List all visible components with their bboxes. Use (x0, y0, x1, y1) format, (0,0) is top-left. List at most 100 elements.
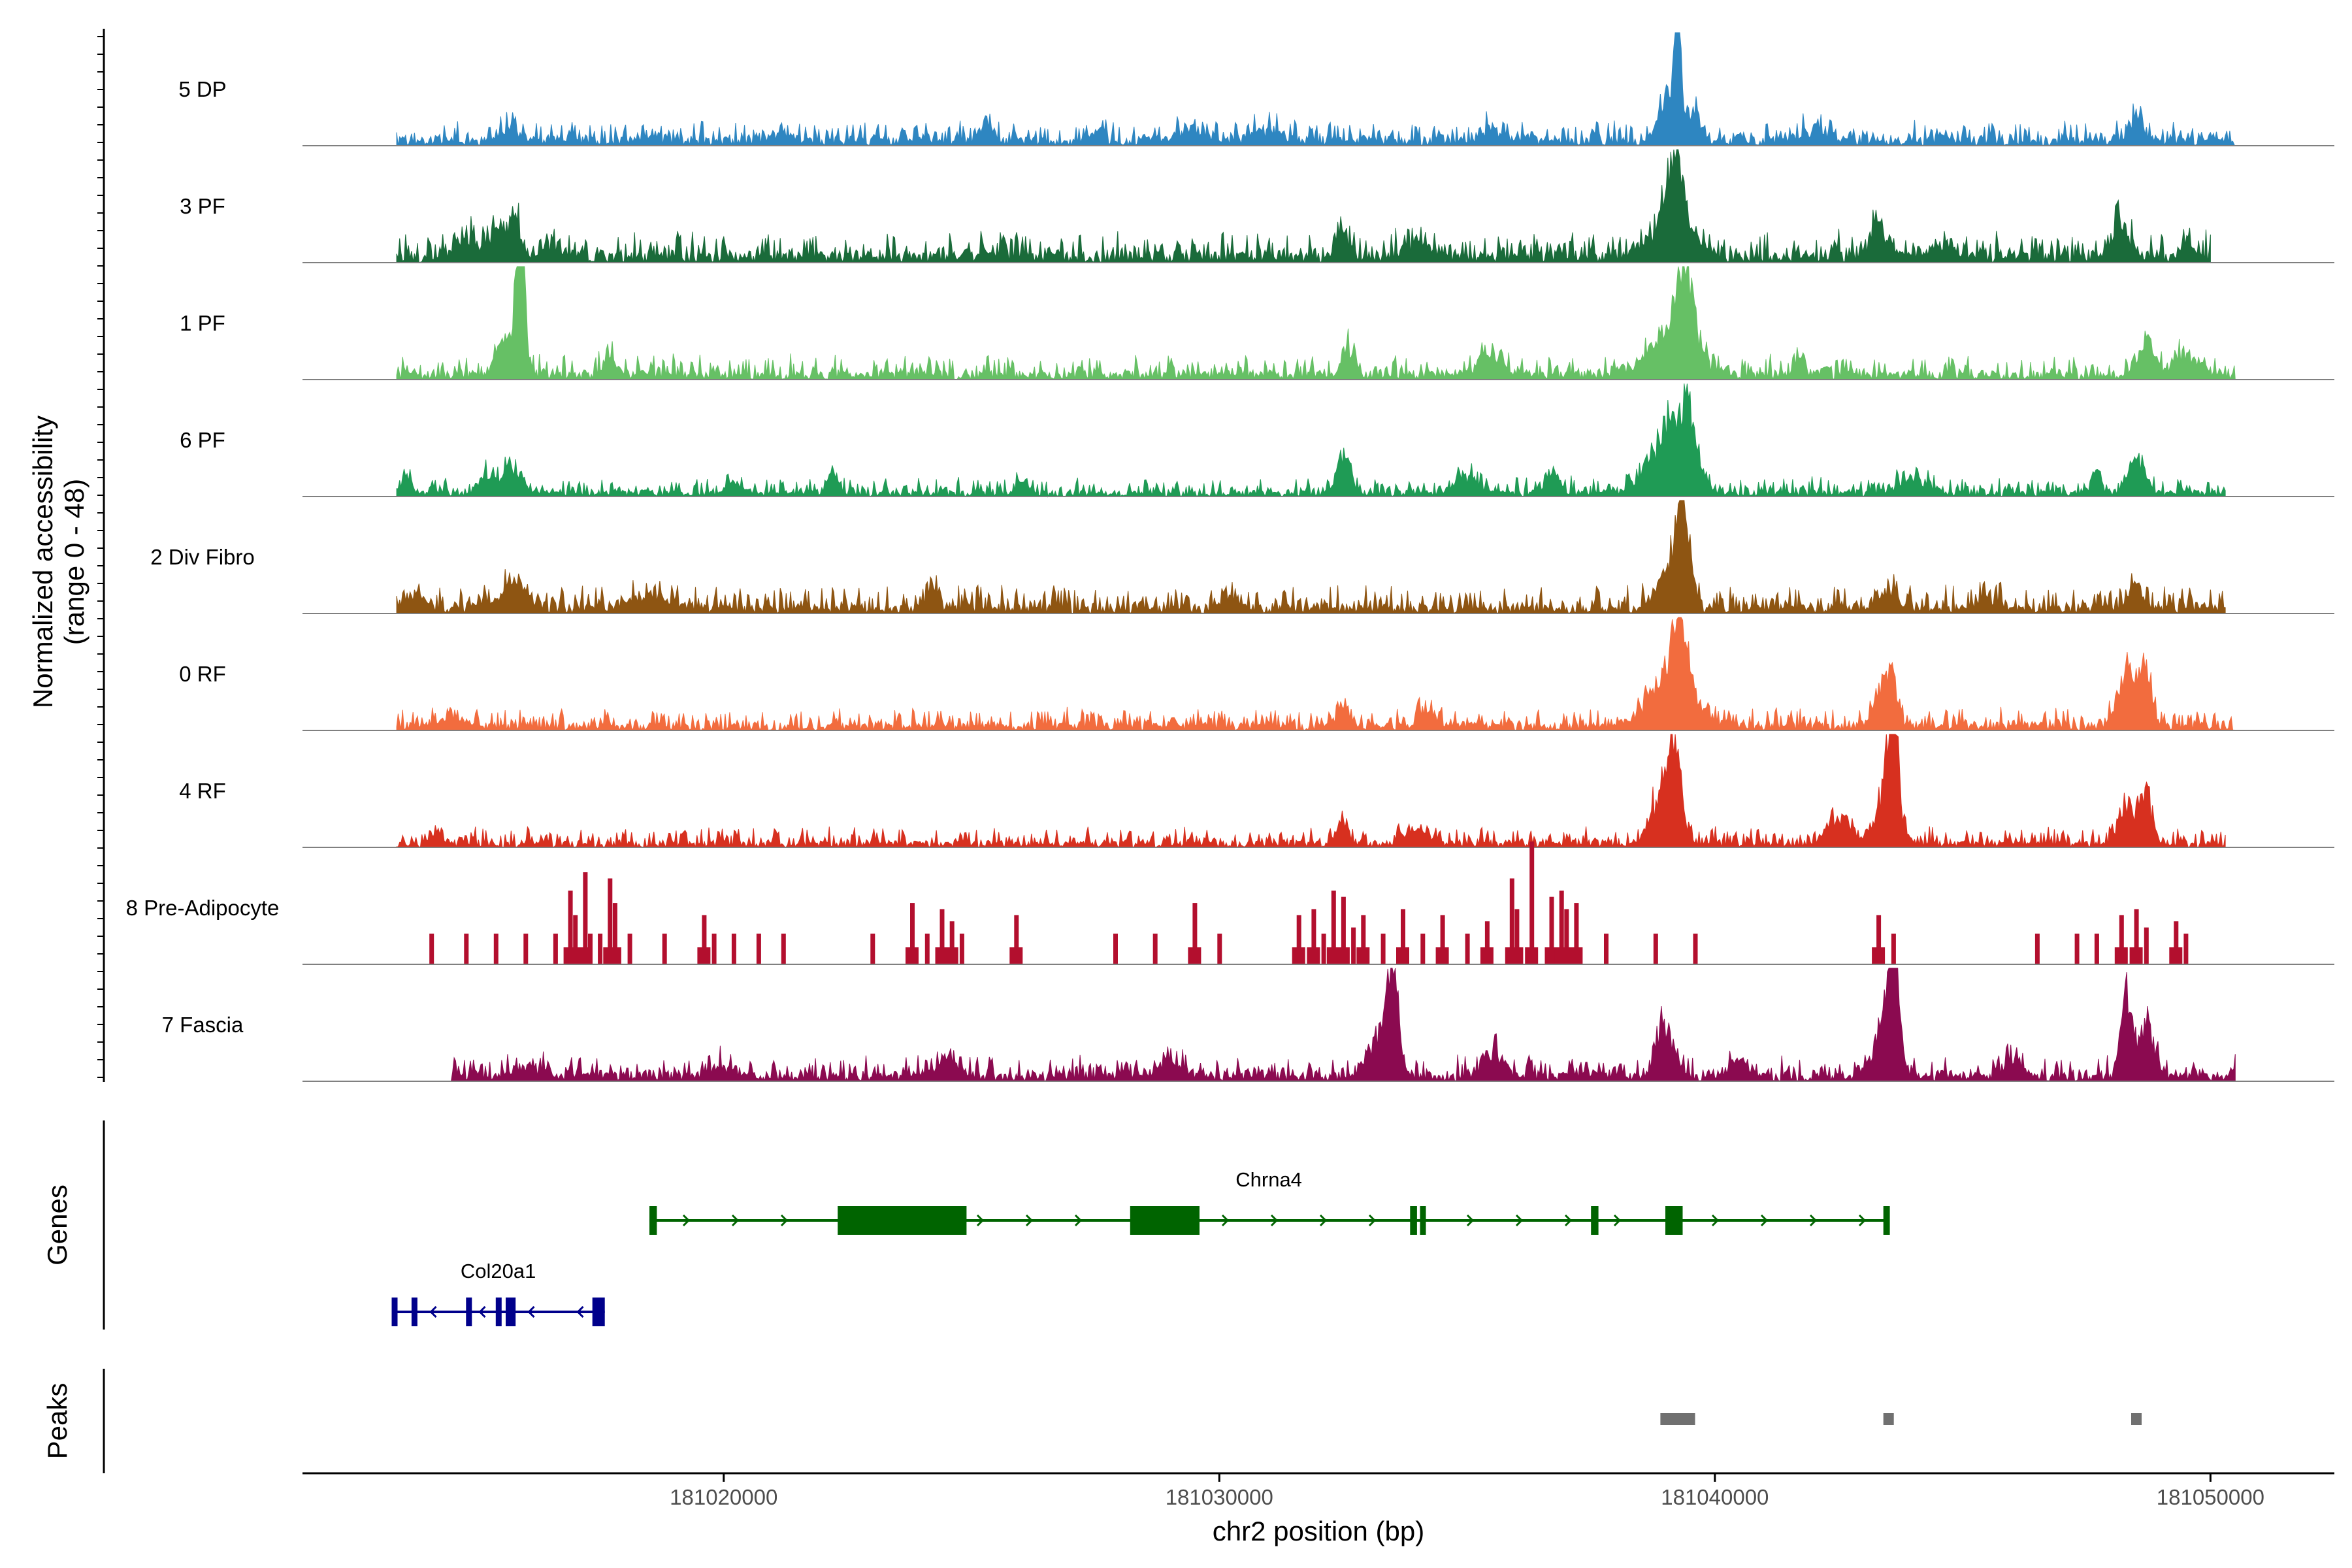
coverage-spike (910, 903, 915, 964)
coverage-spike-base (935, 947, 949, 964)
coverage-area (396, 266, 2236, 381)
gene-exon (592, 1298, 605, 1326)
track-label: 8 Pre-Adipocyte (126, 896, 280, 920)
coverage-spike (2094, 934, 2099, 964)
coverage-spike-base (1307, 947, 1320, 964)
coverage-area (396, 734, 2226, 849)
coverage-area (396, 383, 2226, 498)
x-axis: 181020000 181030000 181040000 181050000 chr… (302, 1472, 2334, 1546)
strand-arrow (1809, 1214, 1818, 1227)
strand-arrow (1515, 1214, 1524, 1227)
coverage-spike (924, 934, 930, 964)
coverage-spike (1296, 915, 1301, 964)
coverage-y-minor-ticks (97, 36, 104, 1078)
track-label: 2 Div Fibro (150, 545, 255, 569)
gene-exon (466, 1298, 472, 1326)
gene-exon (411, 1298, 417, 1326)
coverage-spike (1509, 878, 1514, 964)
strand-arrow (1025, 1214, 1034, 1227)
strand-arrow (1613, 1214, 1622, 1227)
coverage-tracks: 5 DP 3 PF 1 PF 6 PF 2 Div Fibro 0 RF 4 RF 8 Pre… (126, 32, 2334, 1083)
coverage-spike (1351, 927, 1356, 964)
strand-arrow (976, 1214, 985, 1227)
coverage-spike (2119, 915, 2124, 964)
track-5-dp: 5 DP (178, 32, 2334, 147)
coverage-spike (1014, 915, 1019, 964)
track-1-pf: 1 PF (180, 266, 2334, 381)
coverage-spike-base (1544, 947, 1558, 964)
coverage-spike (1574, 903, 1579, 964)
coverage-spike (573, 915, 578, 964)
coverage-spike (711, 934, 717, 964)
coverage-spike (731, 934, 736, 964)
coverage-y-axis: Normalized accessibility (range 0 - 48) (27, 29, 105, 1082)
coverage-spike (1380, 934, 1386, 964)
coverage-spike (959, 934, 964, 964)
x-tick-label: 181050000 (2157, 1485, 2264, 1509)
gene-exon (1591, 1206, 1599, 1235)
strand-arrow (527, 1305, 535, 1318)
coverage-spike (1693, 934, 1698, 964)
coverage-area (396, 149, 2211, 264)
coverage-spike-base (1569, 947, 1583, 964)
coverage-spike (1192, 903, 1198, 964)
coverage-spike (464, 934, 469, 964)
track-2-div-fibro: 2 Div Fibro (150, 500, 2334, 615)
coverage-spike-base (1435, 947, 1449, 964)
coverage-spike (1529, 841, 1535, 964)
coverage-spike (1341, 896, 1346, 964)
coverage-spike (588, 934, 593, 964)
gene-exon (1883, 1206, 1890, 1235)
strand-arrow (1368, 1214, 1377, 1227)
coverage-spike (2174, 921, 2179, 964)
coverage-spike-base (1326, 947, 1340, 964)
gene-exon (506, 1298, 516, 1326)
coverage-spike (949, 921, 955, 964)
strand-arrow (1858, 1214, 1867, 1227)
coverage-spike (1152, 934, 1158, 964)
track-0-rf: 0 RF (179, 617, 2334, 732)
coverage-area (396, 32, 2236, 147)
coverage-spike (1549, 896, 1554, 964)
strand-arrow (1221, 1214, 1230, 1227)
strand-arrow (1711, 1214, 1720, 1227)
coverage-spike (870, 934, 875, 964)
peak-region (2131, 1413, 2142, 1425)
peak-region (1883, 1413, 1894, 1425)
genes-axis-title: Genes (42, 1184, 73, 1266)
coverage-spike (493, 934, 498, 964)
gene-exon (495, 1298, 502, 1326)
strand-arrow (1270, 1214, 1279, 1227)
coverage-spike-base (1480, 947, 1494, 964)
genes-panel: Genes Col20a1 Chrna4 (42, 1120, 1890, 1330)
track-4-rf: 4 RF (179, 734, 2334, 849)
coverage-spike-base (1560, 947, 1573, 964)
track-7-fascia: 7 Fascia (162, 968, 2334, 1083)
track-6-pf: 6 PF (180, 383, 2334, 498)
coverage-spike (2034, 934, 2040, 964)
coverage-spike (1559, 890, 1564, 964)
coverage-spike (1361, 915, 1366, 964)
coverage-spike-base (568, 947, 582, 964)
track-label: 6 PF (180, 428, 225, 452)
strand-arrow (576, 1305, 584, 1318)
coverage-spike (2183, 934, 2189, 964)
strand-arrow (682, 1214, 691, 1227)
coverage-spike (1653, 934, 1658, 964)
x-tick-label: 181040000 (1661, 1485, 1769, 1509)
gene-label: Col20a1 (461, 1260, 536, 1282)
strand-arrow (1466, 1214, 1475, 1227)
coverage-spike (1420, 934, 1426, 964)
coverage-spike-base (1872, 947, 1886, 964)
peak-region (1660, 1413, 1695, 1425)
coverage-area (396, 617, 2236, 732)
coverage-spike (1401, 909, 1405, 964)
coverage-spike (781, 934, 786, 964)
strand-arrow (1564, 1214, 1573, 1227)
strand-arrow (429, 1305, 437, 1318)
x-tick-label: 181030000 (1166, 1485, 1273, 1509)
peaks-axis-title: Peaks (42, 1383, 73, 1460)
coverage-spike (939, 909, 945, 964)
track-label: 5 DP (178, 77, 226, 101)
